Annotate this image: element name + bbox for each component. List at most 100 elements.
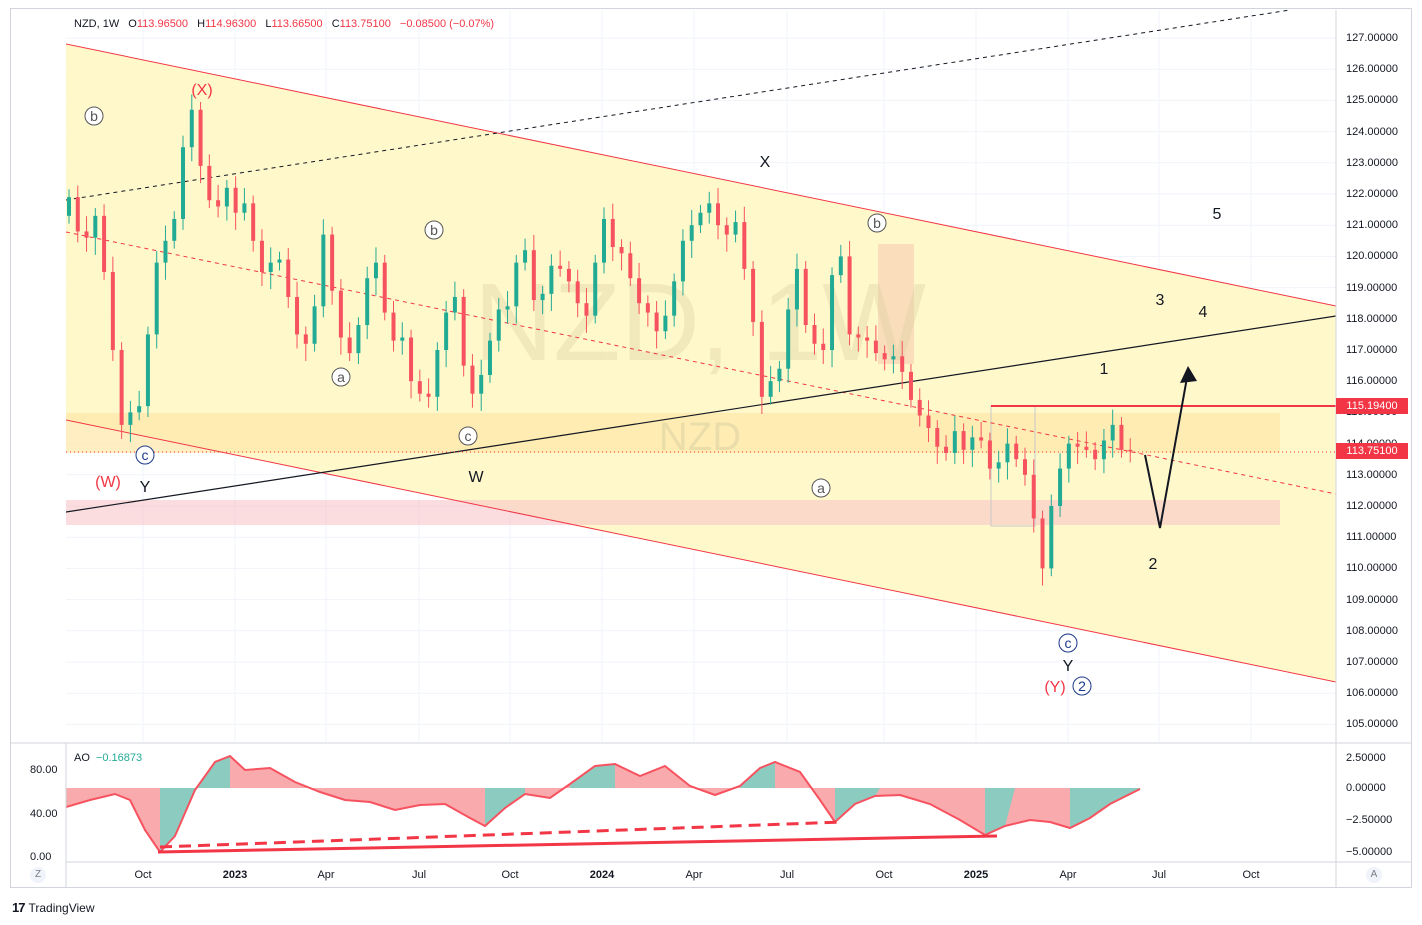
candle-body: [768, 381, 773, 397]
wave-circle[interactable]: [458, 426, 478, 446]
candle-body: [435, 350, 440, 397]
candle-body: [207, 165, 212, 201]
price-tick: 106.00000: [1346, 687, 1398, 700]
wave-label-circled: c: [1065, 635, 1072, 651]
candle-body: [584, 303, 589, 316]
wave-label-circled: b: [430, 222, 438, 238]
candle-body: [102, 215, 107, 272]
ao-left-tick: 0.00: [30, 851, 52, 863]
candle-body: [409, 337, 414, 382]
candle-body: [128, 412, 133, 425]
candle-body: [1049, 506, 1054, 569]
time-label: Oct: [134, 869, 152, 881]
ao-tick: 0.00000: [1346, 782, 1386, 794]
wave-label[interactable]: 3: [1156, 292, 1165, 309]
candle-body: [593, 262, 598, 316]
candle-body: [680, 240, 685, 282]
candle-body: [698, 212, 703, 226]
time-label: 2025: [963, 869, 989, 881]
candle-body: [470, 365, 475, 394]
price-scale[interactable]: 127.00000 126.00000 125.00000 124.00000 123.…: [1336, 10, 1412, 862]
candle-body: [882, 353, 887, 360]
candle-body: [970, 437, 975, 450]
wave-circle[interactable]: [1058, 633, 1078, 653]
candle-body: [654, 312, 659, 332]
ao-value: −0.16873: [95, 752, 143, 764]
channel-bottom-line: [66, 419, 1336, 683]
candle-body: [716, 203, 721, 226]
candle-body: [1031, 474, 1036, 519]
wave-circle[interactable]: [867, 213, 887, 233]
interval[interactable]: 1W: [102, 18, 120, 30]
ao-legend[interactable]: AO −0.16873: [74, 752, 142, 764]
candle-body: [1093, 449, 1098, 460]
wave-circle[interactable]: [135, 445, 155, 465]
price-tick: 125.00000: [1346, 94, 1398, 107]
candle-body: [444, 312, 449, 350]
candle-body: [830, 275, 835, 350]
candle-body: [259, 240, 264, 272]
price-tick: 113.00000: [1346, 468, 1398, 481]
low-value: 113.66500: [271, 18, 323, 30]
auto-scale-button[interactable]: A: [1366, 867, 1382, 883]
candle-body: [549, 265, 554, 294]
candle-body: [242, 203, 247, 213]
wave-label[interactable]: X: [760, 154, 771, 171]
time-label: Jul: [779, 869, 795, 881]
timezone-button[interactable]: Z: [30, 867, 46, 883]
price-tick: 111.00000: [1346, 531, 1397, 544]
candle-body: [759, 321, 764, 397]
wave-label-circled: a: [817, 480, 825, 496]
candle-body: [382, 262, 387, 313]
candle-body: [277, 259, 282, 263]
wave-label[interactable]: 1: [1100, 361, 1109, 378]
projection-path: [1144, 371, 1189, 529]
wave-label-circled: b: [90, 108, 98, 124]
candle-body: [417, 381, 422, 394]
low-label: L: [265, 18, 272, 30]
candle-body: [926, 415, 931, 428]
wave-label-circled: a: [337, 369, 345, 385]
wave-label[interactable]: (X): [191, 82, 212, 99]
candle-body: [619, 247, 624, 254]
upper-dashed-trendline: [66, 10, 1291, 201]
time-axis[interactable]: Oct 2023 Apr Jul Oct 2024 Apr Jul Oct 2025 Apr Jul O…: [66, 862, 1336, 888]
tradingview-brand[interactable]: 17 TradingView: [12, 900, 95, 915]
price-tick: 112.00000: [1346, 500, 1398, 512]
wave-label-circled: c: [465, 428, 472, 444]
wave-label[interactable]: 5: [1213, 206, 1222, 223]
wave-circle[interactable]: [811, 478, 831, 498]
wave-label[interactable]: Y: [140, 479, 151, 496]
price-tick: 118.00000: [1346, 312, 1398, 325]
candle-body: [321, 234, 326, 307]
wave-circle[interactable]: [424, 220, 444, 240]
wave-label[interactable]: (W): [95, 474, 121, 491]
wave-circle[interactable]: [84, 106, 104, 126]
candle-body: [137, 406, 142, 413]
candle-body: [900, 356, 905, 372]
price-tag: 113.75100: [1336, 443, 1408, 460]
candle-body: [224, 187, 229, 207]
candle-body: [391, 312, 396, 341]
wave-circle[interactable]: [331, 367, 351, 387]
time-label: Apr: [317, 869, 335, 881]
symbol-name[interactable]: NZD: [74, 18, 97, 30]
candle-body: [873, 340, 878, 354]
close-label: C: [331, 18, 340, 30]
wave-label[interactable]: Y: [1063, 658, 1074, 675]
wave-label[interactable]: 4: [1199, 304, 1208, 321]
wave-circle[interactable]: [1072, 676, 1092, 696]
candle-body: [67, 197, 71, 216]
ohlc-legend: NZD, 1W O113.96500 H114.96300 L113.66500…: [74, 18, 495, 30]
ao-tick: −5.00000: [1346, 846, 1393, 858]
price-tick: 116.00000: [1346, 375, 1398, 388]
wave-label[interactable]: W: [468, 469, 484, 486]
rising-trendline: [66, 315, 1336, 513]
wave-label[interactable]: (Y): [1044, 679, 1065, 696]
brand-name: TradingView: [28, 900, 95, 915]
candle-body: [856, 334, 861, 338]
wave-label[interactable]: 2: [1149, 556, 1158, 573]
time-label: Oct: [501, 869, 519, 881]
candle-body: [1058, 468, 1063, 506]
